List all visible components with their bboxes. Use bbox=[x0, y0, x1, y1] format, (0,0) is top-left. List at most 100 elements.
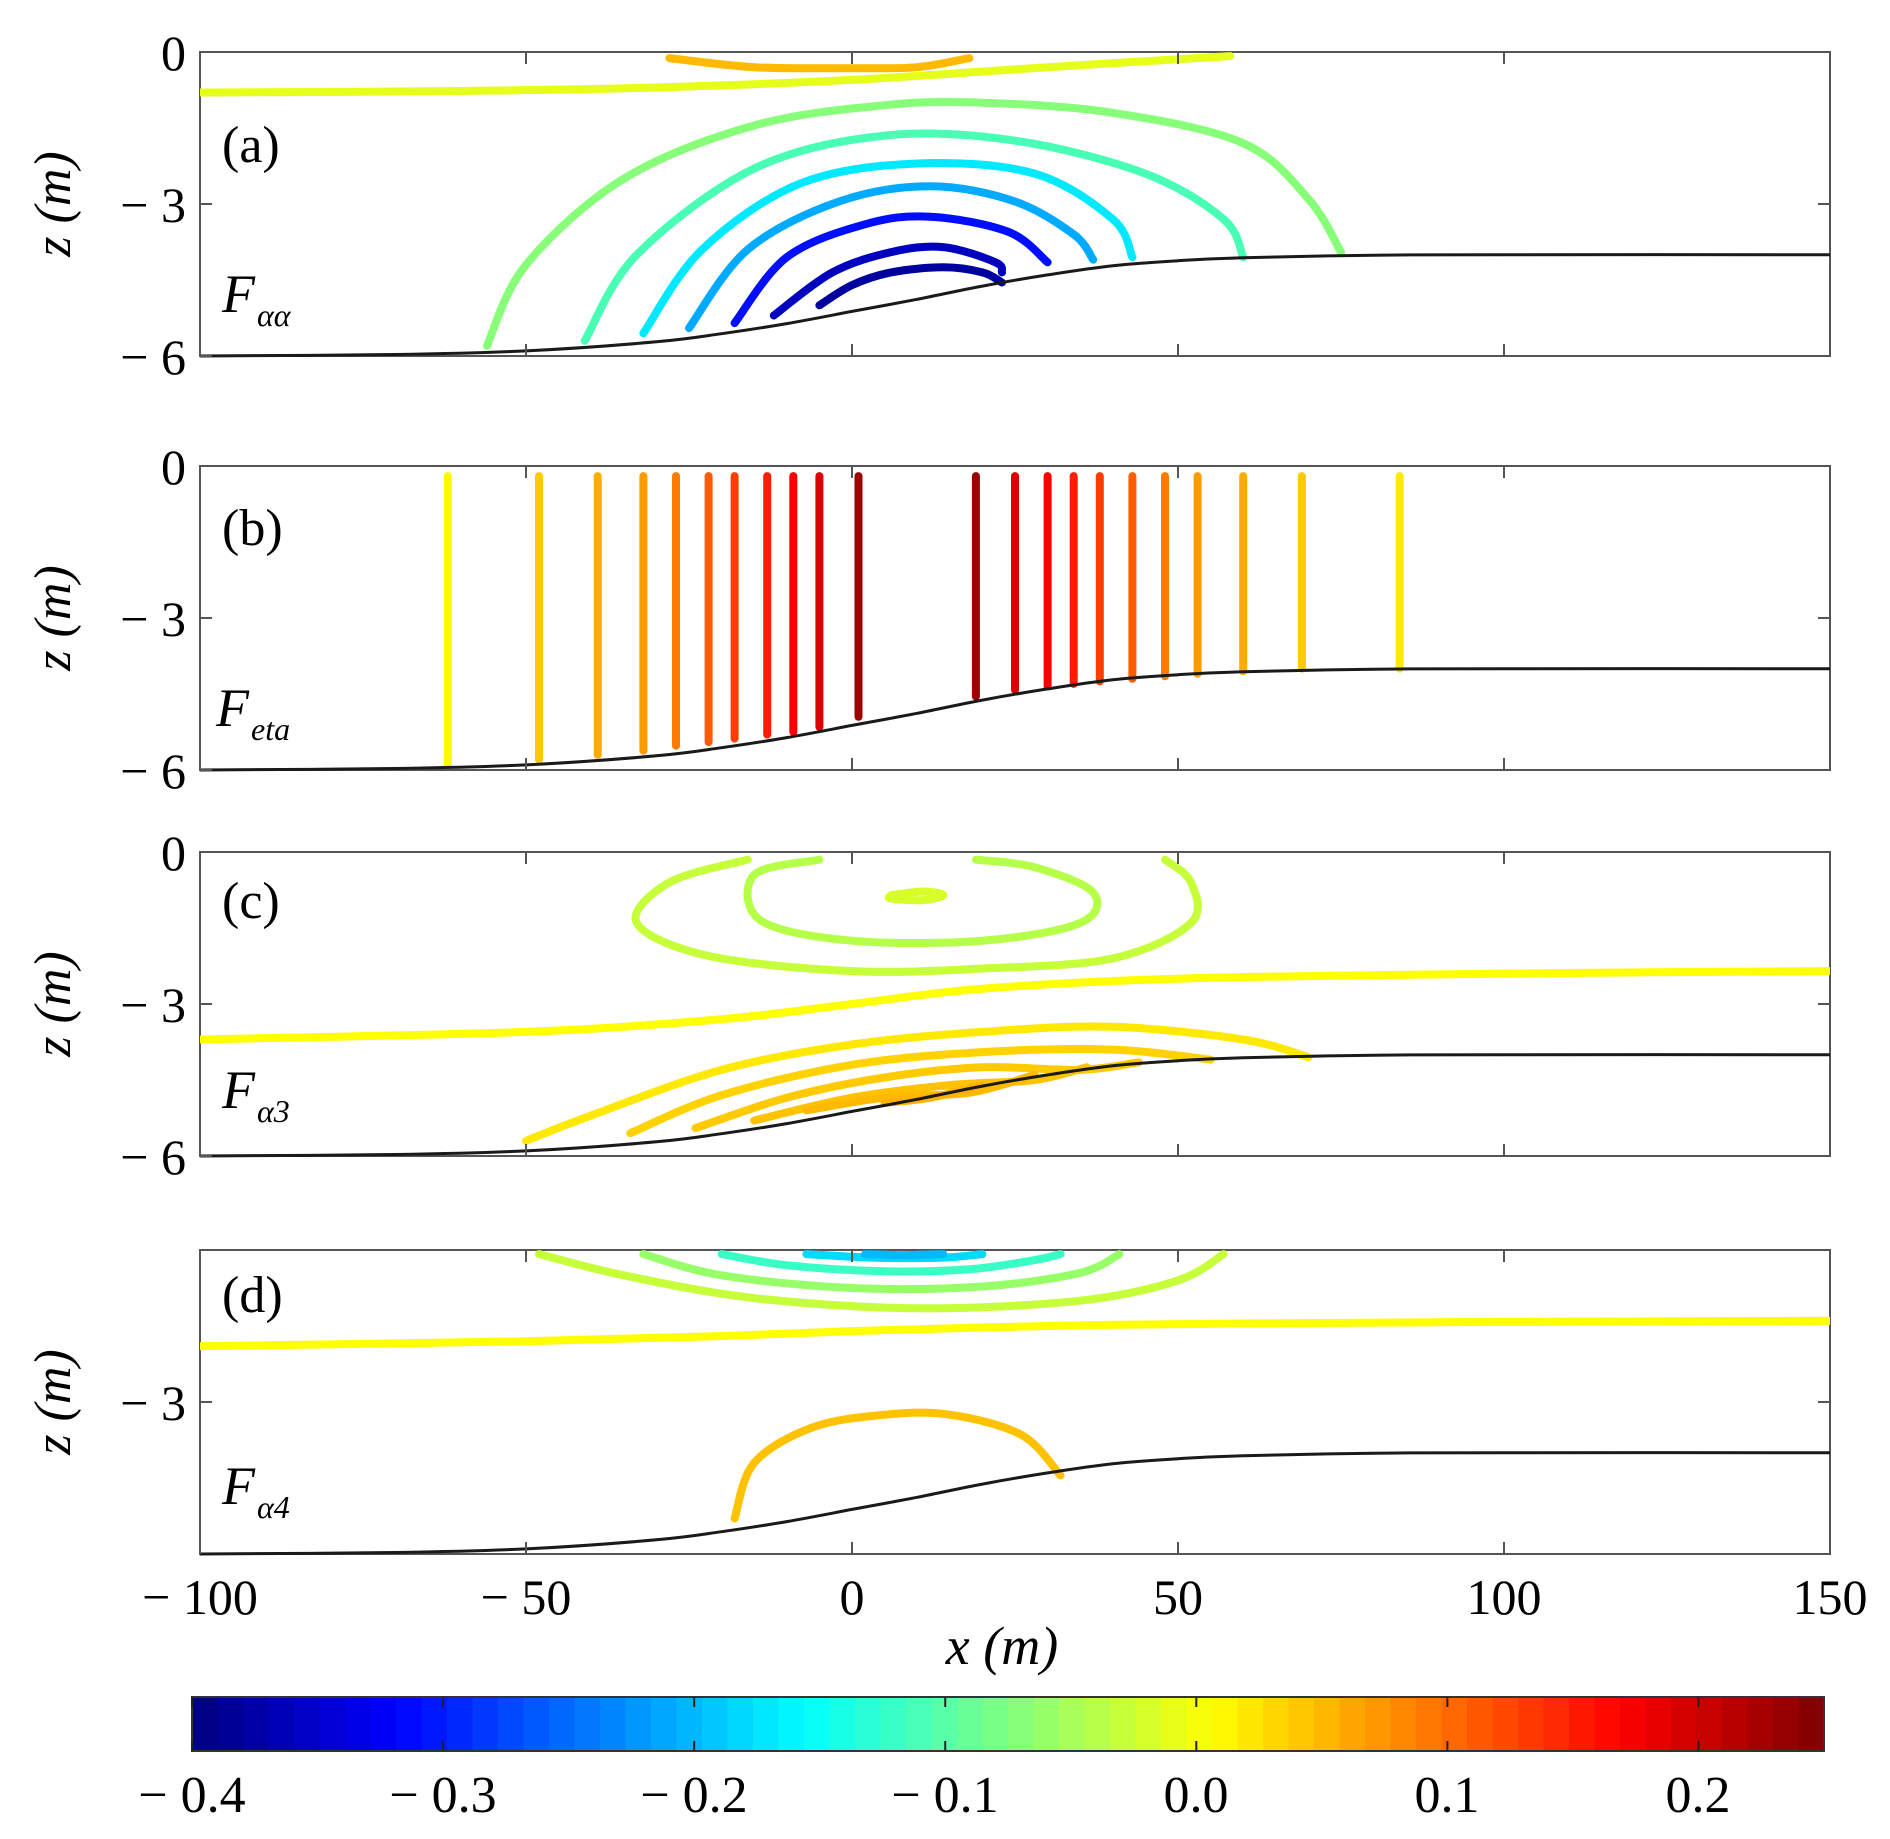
colorbar-cell bbox=[880, 1697, 907, 1751]
colorbar-cell bbox=[600, 1697, 627, 1751]
colorbar-tick-label: − 0.3 bbox=[389, 1767, 496, 1824]
x-tick-label: 0 bbox=[840, 1569, 865, 1625]
panel-a: (a) Fαα 0 − 3 − 6 z (m) bbox=[25, 25, 1831, 385]
colorbar-cell bbox=[1314, 1697, 1341, 1751]
quantity-main: F bbox=[215, 678, 250, 738]
colorbar-cell bbox=[1212, 1697, 1239, 1751]
y-tick-label-3: − 3 bbox=[120, 177, 186, 233]
colorbar-cell bbox=[625, 1697, 652, 1751]
colorbar-cell bbox=[753, 1697, 780, 1751]
colorbar-frame bbox=[191, 1696, 1825, 1752]
y-tick-label-6: − 6 bbox=[120, 329, 186, 385]
y-ticks bbox=[200, 465, 1830, 771]
colorbar-cell bbox=[472, 1697, 499, 1751]
panel-d: (d) Fα4 − 3 z (m) bbox=[25, 1249, 1831, 1556]
contour-line bbox=[200, 1316, 1830, 1351]
panel-b: (b) Feta 0 − 3 − 6 z (m) bbox=[25, 439, 1831, 799]
y-tick-label-3: − 3 bbox=[120, 977, 186, 1033]
colorbar-cell bbox=[319, 1697, 346, 1751]
colorbar-cell bbox=[1390, 1697, 1417, 1751]
colorbar-cell bbox=[1620, 1697, 1647, 1751]
colorbar-tick-label: − 0.2 bbox=[640, 1767, 747, 1824]
colorbar-cell bbox=[1084, 1697, 1111, 1751]
quantity-label: Fαα bbox=[221, 264, 292, 333]
colorbar-cell bbox=[268, 1697, 295, 1751]
colorbar-cell bbox=[727, 1697, 754, 1751]
seabed-line bbox=[199, 1053, 1831, 1158]
y-axis-label: z (m) bbox=[25, 951, 82, 1057]
contour-line bbox=[861, 1250, 948, 1260]
y-tick-label-3: − 3 bbox=[120, 591, 186, 647]
colorbar-cell bbox=[1722, 1697, 1749, 1751]
quantity-main: F bbox=[221, 264, 256, 324]
y-axis-label: z (m) bbox=[25, 151, 82, 257]
quantity-sub: α4 bbox=[257, 1489, 290, 1525]
contour-line bbox=[580, 129, 1248, 345]
plot-frame bbox=[199, 1249, 1831, 1555]
x-tick-label: − 100 bbox=[142, 1569, 258, 1625]
colorbar-cell bbox=[1518, 1697, 1545, 1751]
colorbar-cell bbox=[574, 1697, 601, 1751]
colorbar-cell bbox=[549, 1697, 576, 1751]
contour-line bbox=[631, 855, 1202, 976]
y-tick-label-0: 0 bbox=[161, 25, 186, 81]
colorbar-cell bbox=[1339, 1697, 1366, 1751]
colorbar-cell bbox=[243, 1697, 270, 1751]
contour-line bbox=[665, 54, 974, 73]
colorbar-cell bbox=[345, 1697, 372, 1751]
colorbar-cell bbox=[396, 1697, 423, 1751]
quantity-label: Feta bbox=[215, 678, 290, 747]
contour-line bbox=[639, 1250, 1124, 1294]
colorbar-tick-label: 0.2 bbox=[1666, 1767, 1731, 1824]
contour-layer bbox=[200, 855, 1830, 1145]
colorbar-cell bbox=[906, 1697, 933, 1751]
colorbar-cell bbox=[1492, 1697, 1519, 1751]
contour-line bbox=[639, 159, 1137, 338]
plot-frame bbox=[199, 851, 1831, 1157]
contour-line bbox=[626, 1045, 1215, 1138]
contour-layer bbox=[443, 472, 1404, 769]
colorbar-cell bbox=[1467, 1697, 1494, 1751]
colorbar-cell bbox=[1135, 1697, 1162, 1751]
seabed-line bbox=[199, 667, 1831, 772]
colorbar-cell bbox=[192, 1697, 219, 1751]
colorbar-cell bbox=[1416, 1697, 1443, 1751]
colorbar-cell bbox=[1773, 1697, 1800, 1751]
y-tick-label-0: 0 bbox=[161, 825, 186, 881]
colorbar-cell bbox=[982, 1697, 1009, 1751]
colorbar-cell bbox=[1008, 1697, 1035, 1751]
quantity-label: Fα3 bbox=[221, 1060, 290, 1129]
colorbar-cell bbox=[1365, 1697, 1392, 1751]
quantity-sub: α3 bbox=[257, 1093, 290, 1129]
x-ticks bbox=[199, 852, 1831, 1156]
quantity-sub: eta bbox=[251, 711, 290, 747]
x-tick-label: − 50 bbox=[481, 1569, 572, 1625]
colorbar-cell bbox=[1186, 1697, 1213, 1751]
colorbar-tick-label: 0.1 bbox=[1415, 1767, 1480, 1824]
x-tick-label: 150 bbox=[1793, 1569, 1868, 1625]
quantity-label: Fα4 bbox=[221, 1456, 290, 1525]
x-ticks bbox=[199, 52, 1831, 356]
colorbar-cell bbox=[1161, 1697, 1188, 1751]
colorbar-cell bbox=[855, 1697, 882, 1751]
contour-line bbox=[730, 212, 1052, 328]
colorbar-cell bbox=[651, 1697, 678, 1751]
colorbar-cell bbox=[294, 1697, 321, 1751]
colorbar-cell bbox=[1594, 1697, 1621, 1751]
y-tick-label-3: − 3 bbox=[120, 1375, 186, 1431]
y-axis-label: z (m) bbox=[25, 1349, 82, 1455]
contour-line bbox=[884, 887, 948, 905]
contour-line bbox=[717, 1250, 1065, 1276]
panel-label: (b) bbox=[222, 500, 283, 557]
contour-line bbox=[482, 97, 1345, 350]
contour-line bbox=[769, 242, 1007, 320]
x-ticks bbox=[199, 1250, 1831, 1554]
panel-c: (c) Fα3 0 − 3 − 6 z (m) bbox=[25, 825, 1831, 1185]
colorbar-cell bbox=[1441, 1697, 1468, 1751]
colorbar-cell bbox=[1696, 1697, 1723, 1751]
quantity-main: F bbox=[221, 1456, 256, 1516]
x-axis-label: x (m) bbox=[945, 1616, 1058, 1676]
colorbar-cell bbox=[1033, 1697, 1060, 1751]
x-ticks bbox=[199, 466, 1831, 770]
